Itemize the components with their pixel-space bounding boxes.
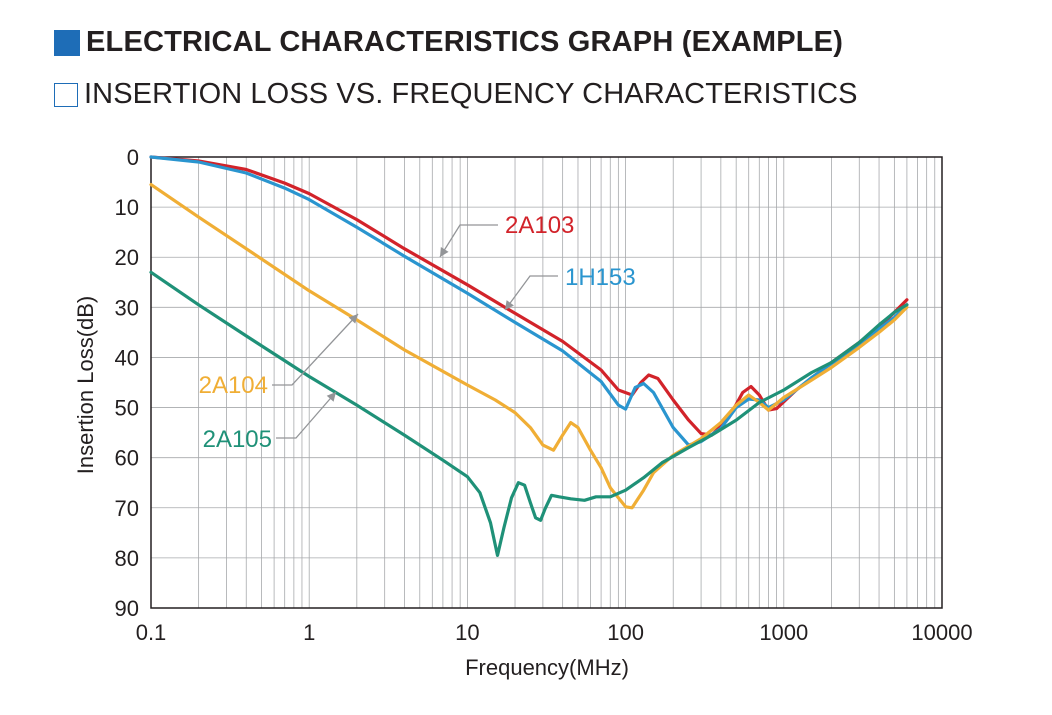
annotation-2a103: 2A103: [439, 212, 574, 258]
y-tick-label: 30: [115, 295, 139, 320]
y-tick-label: 70: [115, 496, 139, 521]
series-line-1h153: [149, 155, 909, 447]
arrowhead-icon: [440, 247, 449, 257]
y-tick-label: 60: [115, 446, 139, 471]
annotation-label: 2A105: [203, 426, 272, 453]
x-tick-label: 0.1: [136, 620, 167, 645]
y-tick-label: 20: [115, 245, 139, 270]
y-tick-label: 80: [115, 546, 139, 571]
x-tick-label: 1: [303, 620, 315, 645]
series-annotations: 2A103 1H153 2A104 2A105: [199, 212, 636, 453]
y-tick-label: 90: [115, 596, 139, 621]
annotation-2a104: 2A104: [199, 313, 359, 399]
y-tick-label: 50: [115, 396, 139, 421]
graph-heading-text: ELECTRICAL CHARACTERISTICS GRAPH (EXAMPL…: [86, 26, 844, 58]
annotation-label: 2A103: [505, 212, 574, 239]
x-tick-label: 100: [607, 620, 644, 645]
annotation-label: 2A104: [199, 372, 268, 399]
annotation-2a105: 2A105: [203, 391, 337, 453]
arrowhead-icon: [326, 392, 336, 402]
arrowhead-icon: [505, 300, 514, 310]
graph-heading: ELECTRICAL CHARACTERISTICS GRAPH (EXAMPL…: [54, 26, 843, 59]
annotation-leader-line: [504, 275, 558, 311]
plot-frame: [150, 156, 943, 609]
annotation-leader-line: [272, 313, 359, 386]
x-axis-ticks: 0.1 1 10 100 1000 10000: [136, 620, 973, 645]
y-tick-label: 0: [127, 145, 139, 170]
annotation-label: 1H153: [565, 264, 636, 291]
series-line-2a105: [149, 270, 909, 558]
annotation-leader-line: [276, 391, 337, 439]
x-tick-label: 10: [455, 620, 479, 645]
annotation-1h153: 1H153: [504, 264, 636, 311]
x-tick-label: 10000: [911, 620, 972, 645]
y-tick-label: 10: [115, 195, 139, 220]
filled-square-icon: [54, 29, 80, 56]
x-axis-label: Frequency(MHz): [465, 655, 629, 680]
y-tick-label: 40: [115, 345, 139, 370]
graph-subheading: INSERTION LOSS VS. FREQUENCY CHARACTERIS…: [54, 78, 858, 111]
x-tick-label: 1000: [759, 620, 808, 645]
data-series: [149, 155, 909, 558]
y-axis-label: Insertion Loss(dB): [73, 296, 98, 475]
arrowhead-icon: [348, 314, 358, 324]
graph-subheading-text: INSERTION LOSS VS. FREQUENCY CHARACTERIS…: [84, 78, 858, 110]
y-axis-ticks: 0 10 20 30 40 50 60 70 80 90: [115, 145, 139, 621]
annotation-leader-line: [439, 224, 498, 258]
open-square-icon: [54, 82, 78, 107]
series-line-2a104: [149, 183, 909, 510]
